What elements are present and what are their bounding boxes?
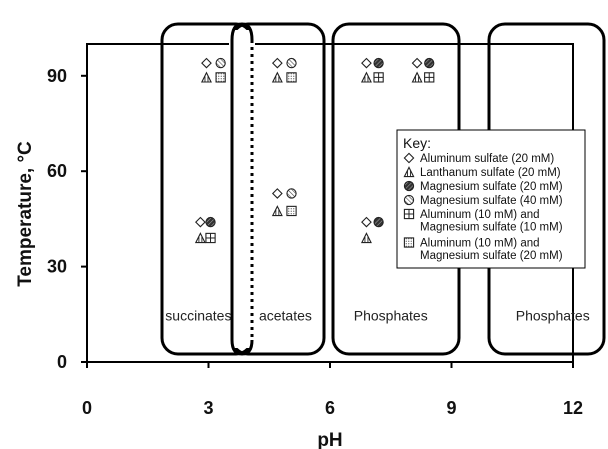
data-point-circle-hatch bbox=[424, 57, 435, 69]
data-point-diamond bbox=[271, 57, 283, 69]
legend-items: Aluminum sulfate (20 mM) Lanthanum sulfat… bbox=[403, 152, 563, 262]
group-label: acetates bbox=[259, 308, 312, 324]
data-point-circle-slash bbox=[215, 57, 226, 69]
legend-marker-diamond bbox=[403, 152, 415, 164]
legend-label: Magnesium sulfate (20 mM) bbox=[420, 181, 563, 193]
legend-marker-circle-hatch bbox=[403, 180, 415, 192]
legend-label: Magnesium sulfate (40 mM) bbox=[420, 195, 563, 207]
data-point-triangle bbox=[271, 205, 283, 217]
data-point-diamond bbox=[271, 188, 283, 199]
legend-label: Magnesium sulfate (20 mM) bbox=[420, 250, 563, 262]
x-tick-label: 12 bbox=[563, 398, 583, 418]
data-point-circle-hatch bbox=[205, 216, 216, 228]
group-label: Phosphates bbox=[354, 308, 428, 324]
triangle-outline bbox=[271, 205, 283, 217]
y-tick-label: 0 bbox=[57, 352, 67, 372]
data-point-triangle bbox=[194, 232, 206, 244]
x-tick-label: 9 bbox=[446, 398, 456, 418]
data-point-triangle bbox=[271, 71, 283, 83]
x-tick-label: 6 bbox=[325, 398, 335, 418]
data-point-square-dots bbox=[215, 72, 226, 83]
triangle-outline bbox=[411, 71, 423, 83]
group-label: succinates bbox=[165, 308, 231, 324]
legend-marker-triangle bbox=[403, 166, 415, 178]
triangle-outline bbox=[403, 166, 415, 178]
legend-label: Magnesium sulfate (10 mM) bbox=[420, 222, 563, 234]
triangle-outline bbox=[360, 71, 372, 83]
group-label: Phosphates bbox=[516, 308, 590, 324]
triangle-outline bbox=[271, 71, 283, 83]
data-point-diamond bbox=[361, 216, 372, 228]
axes: 0 3 6 9 12 0 30 60 90 bbox=[47, 66, 583, 418]
data-point-square-grid bbox=[205, 232, 216, 244]
group-box-edge bbox=[230, 22, 254, 41]
triangle-outline bbox=[360, 232, 372, 244]
legend-label: Aluminum (10 mM) and bbox=[420, 238, 540, 250]
legend-marker-square-grid bbox=[403, 208, 415, 220]
data-point-square-grid bbox=[424, 72, 435, 83]
data-point-circle-hatch bbox=[373, 216, 384, 228]
triangle-outline bbox=[200, 71, 212, 83]
data-markers bbox=[194, 57, 435, 244]
legend: Key: Aluminum sulfate (20 mM) Lanthanum s… bbox=[396, 129, 586, 269]
y-tick-label: 90 bbox=[47, 66, 67, 86]
data-point-diamond bbox=[361, 57, 372, 69]
y-axis-title: Temperature, °C bbox=[15, 141, 36, 287]
data-point-diamond bbox=[411, 57, 423, 69]
data-point-diamond bbox=[201, 57, 212, 69]
data-point-square-dots bbox=[286, 205, 297, 217]
data-point-circle-slash bbox=[286, 57, 297, 69]
legend-title: Key: bbox=[403, 135, 431, 151]
x-axis-title: pH bbox=[317, 430, 342, 449]
legend-box bbox=[396, 129, 586, 269]
y-tick-label: 30 bbox=[47, 257, 67, 277]
x-tick-label: 3 bbox=[203, 398, 213, 418]
data-point-triangle bbox=[360, 71, 372, 83]
legend-marker-circle-slash bbox=[403, 194, 415, 206]
x-tick-label: 0 bbox=[82, 398, 92, 418]
data-point-diamond bbox=[195, 216, 206, 228]
legend-label: Aluminum (10 mM) and bbox=[420, 209, 540, 221]
legend-marker-square-dots bbox=[403, 237, 415, 248]
data-point-square-grid bbox=[373, 72, 384, 83]
data-point-circle-slash bbox=[286, 188, 297, 199]
group-box-edge bbox=[230, 339, 254, 356]
legend-label: Lanthanum sulfate (20 mM) bbox=[420, 167, 561, 179]
data-point-triangle bbox=[360, 232, 372, 244]
data-point-square-dots bbox=[286, 72, 297, 83]
y-tick-label: 60 bbox=[47, 161, 67, 181]
data-point-triangle bbox=[200, 71, 212, 83]
triangle-outline bbox=[194, 232, 206, 244]
data-point-triangle bbox=[411, 71, 423, 83]
data-point-circle-hatch bbox=[373, 57, 384, 69]
legend-label: Aluminum sulfate (20 mM) bbox=[420, 153, 554, 165]
